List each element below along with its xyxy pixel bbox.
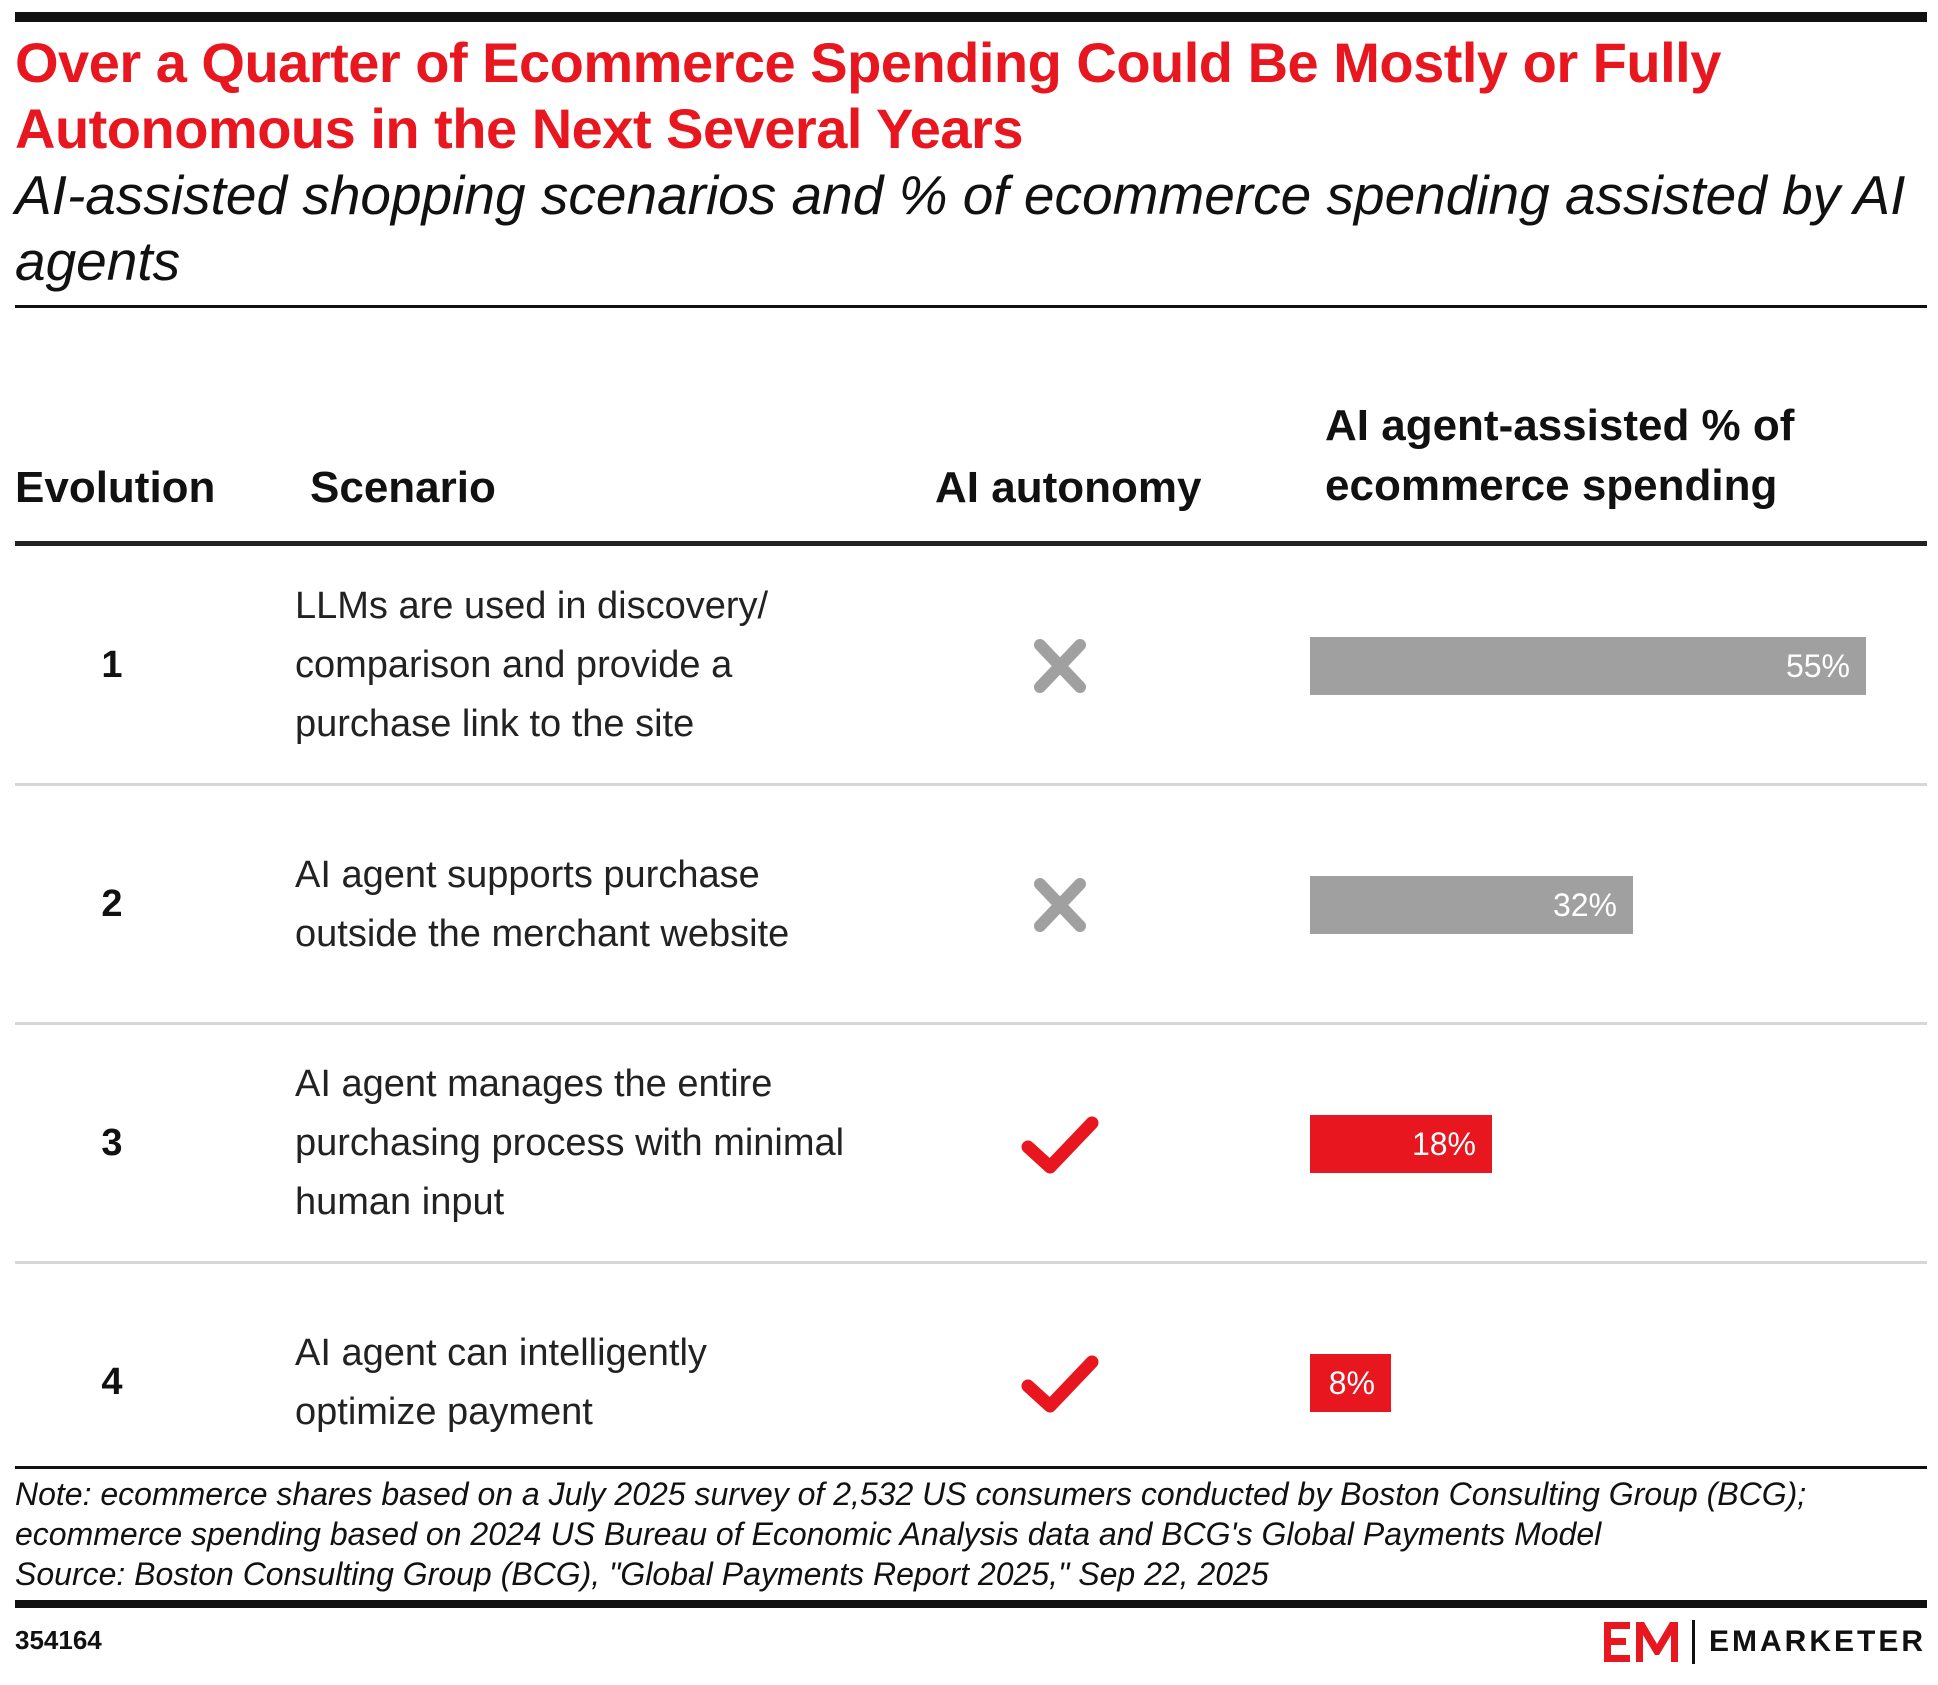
brand-name: EMARKETER xyxy=(1708,1625,1926,1658)
bar-value-label: 32% xyxy=(1552,886,1617,923)
evolution-number: 4 xyxy=(101,1360,123,1403)
row-divider xyxy=(15,1261,1927,1264)
source-text: Source: Boston Consulting Group (BCG), "… xyxy=(15,1556,1269,1592)
bar: 18% xyxy=(1310,1114,1492,1173)
checkmark-icon xyxy=(1020,1348,1100,1418)
column-header-evolution: Evolution xyxy=(15,463,216,512)
scenario-text: AI agent can intelligently optimize paym… xyxy=(295,1331,707,1433)
column-header-share-line1: AI agent-assisted % of xyxy=(1325,401,1795,450)
evolution-number: 2 xyxy=(101,882,123,925)
x-mark-icon xyxy=(1020,870,1100,940)
row-divider xyxy=(15,1022,1927,1025)
checkmark-icon xyxy=(1020,1109,1100,1179)
bottom-rule xyxy=(15,1600,1927,1608)
footnote: Note: ecommerce shares based on a July 2… xyxy=(15,1474,1927,1594)
chart-subtitle: AI-assisted shopping scenarios and % of … xyxy=(15,164,1906,292)
header-divider xyxy=(15,541,1927,546)
title-divider xyxy=(15,305,1927,308)
scenario-text: AI agent manages the entire purchasing p… xyxy=(295,1063,845,1223)
scenario-text: AI agent supports purchase outside the m… xyxy=(295,853,790,955)
top-rule xyxy=(15,12,1927,22)
x-mark-icon xyxy=(1020,631,1100,701)
column-header-share-line2: ecommerce spending xyxy=(1325,461,1778,510)
column-header-scenario: Scenario xyxy=(310,463,496,512)
bar-value-label: 55% xyxy=(1785,647,1850,684)
brand-divider xyxy=(1691,1620,1695,1664)
note-text: Note: ecommerce shares based on a July 2… xyxy=(15,1476,1807,1552)
scenario-text: LLMs are used in discovery/ comparison a… xyxy=(295,585,769,745)
column-header-ai-autonomy: AI autonomy xyxy=(935,463,1202,512)
column-header-share: AI agent-assisted % of ecommerce spendin… xyxy=(1325,396,1794,516)
brand-logo: EMARKETER xyxy=(1603,1620,1926,1664)
em-logo-icon xyxy=(1603,1622,1678,1662)
bar: 55% xyxy=(1310,636,1866,695)
bar-value-label: 8% xyxy=(1328,1364,1375,1401)
bar-value-label: 18% xyxy=(1411,1125,1476,1162)
evolution-number: 3 xyxy=(101,1121,123,1164)
evolution-number: 1 xyxy=(101,643,123,686)
bar: 32% xyxy=(1310,875,1633,934)
footer-divider xyxy=(15,1466,1927,1469)
chart-id: 354164 xyxy=(15,1625,102,1655)
chart-title: Over a Quarter of Ecommerce Spending Cou… xyxy=(15,31,1721,160)
row-divider xyxy=(15,783,1927,786)
bar: 8% xyxy=(1310,1353,1391,1412)
